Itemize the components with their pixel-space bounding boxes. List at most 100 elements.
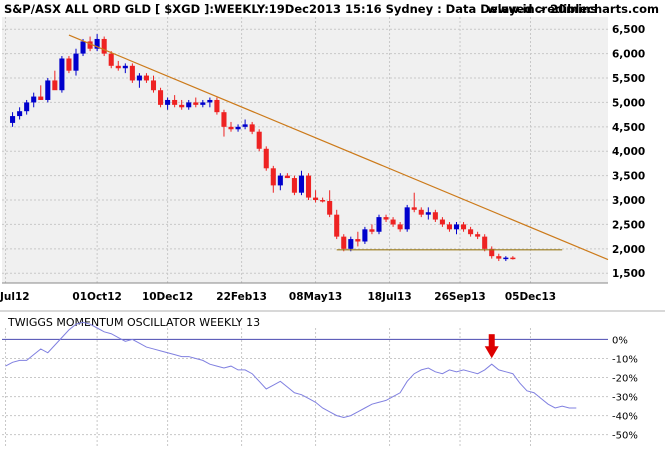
price-y-tick-label: 2,000 bbox=[612, 244, 645, 256]
candle-body bbox=[320, 200, 326, 202]
price-chart: 1,500 2,000 2,500 3,000 3,500 4,000 4,500 5,000… bbox=[0, 17, 645, 303]
price-y-tick-label: 6,500 bbox=[612, 24, 645, 36]
candle-body bbox=[17, 111, 23, 117]
down-arrow-marker bbox=[484, 334, 499, 359]
candle-body bbox=[94, 38, 100, 49]
candle-body bbox=[327, 201, 333, 215]
candle-body bbox=[355, 239, 361, 242]
candle-body bbox=[383, 217, 389, 220]
price-x-tick-label: 01Oct12 bbox=[72, 291, 121, 303]
arrow-shaft bbox=[488, 334, 495, 348]
chart-header-title: S&P/ASX ALL ORD GLD [ $XGD ]:WEEKLY:19De… bbox=[4, 2, 598, 16]
price-x-tick-label: 05Dec13 bbox=[505, 291, 556, 303]
price-x-tick-label: Jul12 bbox=[0, 291, 30, 303]
price-y-tick-label: 5,500 bbox=[612, 73, 645, 85]
candle-body bbox=[179, 104, 185, 108]
candle-body bbox=[411, 207, 417, 210]
candle-body bbox=[31, 96, 37, 103]
price-y-tick-label: 1,500 bbox=[612, 268, 645, 280]
candle-body bbox=[158, 90, 164, 105]
candle-body bbox=[334, 214, 340, 237]
arrow-head bbox=[484, 346, 499, 359]
oscillator-y-tick-label: 0% bbox=[612, 335, 628, 346]
candle-body bbox=[313, 197, 319, 201]
price-y-tick-label: 5,000 bbox=[612, 97, 645, 109]
candle-body bbox=[446, 224, 452, 230]
candle-body bbox=[468, 229, 474, 235]
price-y-tick-label: 2,500 bbox=[612, 219, 645, 231]
candle-body bbox=[122, 65, 128, 69]
candle-body bbox=[376, 217, 382, 232]
candle-body bbox=[270, 168, 276, 186]
candle-body bbox=[418, 209, 424, 215]
oscillator-y-tick-label: -20% bbox=[612, 374, 638, 385]
oscillator-y-tick-label: -50% bbox=[612, 431, 638, 442]
candle-body bbox=[207, 99, 213, 103]
candle-body bbox=[362, 229, 368, 242]
oscillator-y-tick-label: -30% bbox=[612, 393, 638, 404]
price-y-tick-label: 6,000 bbox=[612, 49, 645, 61]
candle-body bbox=[284, 175, 290, 179]
candle-body bbox=[256, 131, 262, 149]
candle-body bbox=[108, 53, 114, 66]
candle-body bbox=[482, 236, 488, 249]
candle-body bbox=[221, 112, 227, 127]
candle-body bbox=[214, 99, 220, 113]
price-x-tick-label: 22Feb13 bbox=[216, 291, 267, 303]
site-url[interactable]: www.incrediblecharts.com bbox=[487, 2, 659, 16]
candle-body bbox=[24, 102, 30, 112]
candle-body bbox=[503, 257, 509, 260]
candle-body bbox=[129, 65, 135, 81]
oscillator-y-tick-label: -10% bbox=[612, 354, 638, 365]
price-y-tick-label: 3,000 bbox=[612, 195, 645, 207]
candle-body bbox=[193, 102, 199, 105]
candle-body bbox=[200, 102, 206, 105]
candle-body bbox=[510, 257, 516, 260]
candle-body bbox=[404, 207, 410, 230]
candle-body bbox=[59, 58, 65, 91]
price-x-tick-label: 18Jul13 bbox=[367, 291, 411, 303]
candle-body bbox=[228, 126, 234, 130]
candle-body bbox=[439, 219, 445, 225]
candle-body bbox=[186, 102, 192, 108]
candle-body bbox=[397, 224, 403, 230]
candle-body bbox=[73, 53, 79, 71]
candle-body bbox=[150, 80, 157, 91]
oscillator-title: TWIGGS MOMENTUM OSCILLATOR WEEKLY 13 bbox=[8, 316, 261, 329]
candle-body bbox=[66, 58, 72, 71]
candle-body bbox=[390, 219, 396, 225]
candle-body bbox=[291, 178, 297, 193]
price-x-tick-label: 08May13 bbox=[289, 291, 342, 303]
candle-body bbox=[432, 212, 438, 220]
candle-body bbox=[45, 80, 51, 100]
candle-body bbox=[143, 75, 149, 81]
candle-body bbox=[80, 41, 86, 54]
price-plot-area bbox=[2, 17, 608, 283]
candle-body bbox=[242, 124, 248, 127]
candle-body bbox=[263, 148, 269, 169]
price-y-tick-label: 4,000 bbox=[612, 146, 645, 158]
candle-body bbox=[277, 175, 283, 186]
candle-body bbox=[348, 239, 354, 249]
candle-body bbox=[425, 212, 431, 215]
candle-body bbox=[475, 234, 481, 237]
candle-body bbox=[115, 65, 121, 69]
candle-body bbox=[101, 38, 107, 54]
candle-body bbox=[136, 75, 142, 81]
candle-body bbox=[298, 175, 305, 193]
candle-body bbox=[10, 116, 16, 123]
oscillator-line bbox=[5, 321, 577, 419]
candle-body bbox=[496, 256, 502, 259]
candle-body bbox=[489, 248, 495, 257]
oscillator-y-tick-label: -40% bbox=[612, 412, 638, 423]
candle-body bbox=[87, 41, 93, 49]
candle-body bbox=[453, 224, 460, 230]
candle-body bbox=[305, 175, 312, 198]
resistance-trendline bbox=[68, 34, 609, 261]
candle-body bbox=[249, 124, 255, 132]
candle-body bbox=[38, 96, 44, 100]
candle-body bbox=[172, 99, 178, 105]
candle-body bbox=[235, 126, 241, 130]
